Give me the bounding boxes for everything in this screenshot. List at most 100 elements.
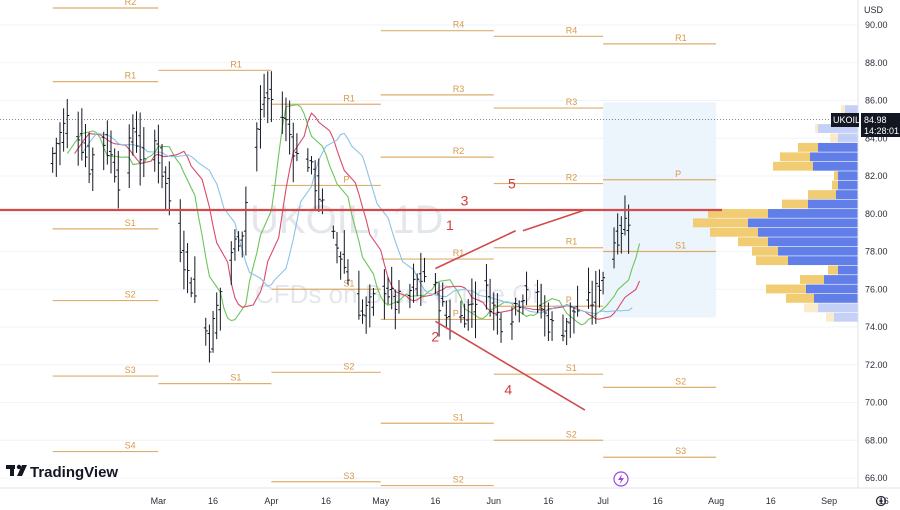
pivot-label: P xyxy=(675,169,681,179)
pivot-label: R2 xyxy=(125,0,137,7)
ohlc-bar xyxy=(495,293,500,335)
volume-profile-down xyxy=(813,161,858,171)
ohlc-bar xyxy=(138,112,143,186)
settings-button[interactable] xyxy=(875,495,887,507)
ohlc-bar xyxy=(316,158,321,213)
watermark: UKOIL, 1D CFDs on Brent Crude Oil xyxy=(250,198,544,309)
pivot-label: R1 xyxy=(675,33,687,43)
ohlc-bar xyxy=(101,131,106,171)
volume-profile-down xyxy=(808,199,858,209)
volume-profile-down xyxy=(806,284,858,294)
last-price-badge: UKOIL 84.98 14:28:01 xyxy=(831,113,900,137)
ohlc-bar xyxy=(433,272,438,294)
volume-profile-up xyxy=(786,293,814,303)
ohlc-bar xyxy=(105,120,110,165)
pivot-label: S2 xyxy=(566,429,577,439)
x-tick-label: 16 xyxy=(543,496,553,506)
drawings[interactable] xyxy=(0,119,858,411)
ohlc-bar xyxy=(160,143,165,189)
ohlc-bar xyxy=(561,314,565,342)
y-tick-label: 72.00 xyxy=(865,360,888,370)
ohlc-bar xyxy=(163,166,168,210)
wave-label-2: 2 xyxy=(431,328,439,344)
volume-profile-down xyxy=(838,265,858,275)
pivot-label: R1 xyxy=(343,93,355,103)
ohlc-bar xyxy=(116,150,121,209)
currency-label[interactable]: USD xyxy=(864,5,884,15)
ohlc-bar xyxy=(615,213,620,255)
volume-profile-up xyxy=(798,142,818,152)
y-tick-label: 80.00 xyxy=(865,209,888,219)
time-axis[interactable]: Mar16Apr16May16Jun16Jul16Aug16Sep16Oct xyxy=(0,487,900,506)
tradingview-logo[interactable]: TradingView xyxy=(6,464,118,481)
volume-profile-down xyxy=(778,246,858,256)
ohlc-bar xyxy=(622,195,627,236)
pivot-label: S1 xyxy=(675,241,686,251)
ohlc-bar xyxy=(192,256,197,304)
ohlc-bar xyxy=(283,97,288,142)
y-tick-label: 78.00 xyxy=(865,247,888,257)
ohlc-bar xyxy=(462,303,467,328)
ohlc-bar xyxy=(291,122,296,183)
wave-labels: 1 2 3 4 5 xyxy=(431,176,516,398)
ohlc-bar xyxy=(458,300,463,323)
volume-profile-up xyxy=(708,209,768,218)
currency-text: USD xyxy=(864,5,884,15)
ohlc-bar xyxy=(262,73,267,118)
volume-profile-up xyxy=(738,237,768,247)
ohlc-bar xyxy=(509,306,514,340)
ohlc-bar xyxy=(287,100,292,155)
gear-icon xyxy=(875,495,887,507)
pivot-label: S2 xyxy=(343,361,354,371)
pivot-label: S2 xyxy=(125,290,136,300)
volume-profile-down xyxy=(768,237,858,247)
y-tick-label: 76.00 xyxy=(865,284,888,294)
pivot-label: S2 xyxy=(675,376,686,386)
x-tick-label: Jul xyxy=(597,496,609,506)
ohlc-bar xyxy=(568,302,573,338)
ohlc-bar xyxy=(418,252,423,307)
ohlc-bar xyxy=(229,241,234,286)
pivot-label: P xyxy=(566,295,572,305)
pivot-label: R2 xyxy=(453,146,465,156)
ohlc-bar xyxy=(389,266,394,310)
volume-profile-up xyxy=(804,303,818,313)
y-tick-label: 88.00 xyxy=(865,58,888,68)
pivot-label: R2 xyxy=(566,173,578,183)
ohlc-bar xyxy=(87,132,92,184)
pivot-label: R4 xyxy=(566,25,578,35)
moving-average-line-1 xyxy=(66,103,641,326)
volume-profile-up xyxy=(826,312,834,322)
ohlc-bar xyxy=(593,270,598,324)
ohlc-bar xyxy=(612,227,617,269)
pivot-label: S3 xyxy=(675,446,686,456)
ohlc-bar xyxy=(127,124,132,189)
x-tick-label: Mar xyxy=(151,496,167,506)
events-button[interactable] xyxy=(613,471,629,487)
x-tick-label: 16 xyxy=(321,496,331,506)
ohlc-bar xyxy=(280,91,285,134)
ohlc-bar xyxy=(393,289,398,330)
ohlc-bar xyxy=(535,279,540,313)
ohlc-bar xyxy=(189,277,194,298)
y-tick-label: 66.00 xyxy=(865,473,888,483)
ohlc-bar xyxy=(61,108,66,152)
volume-profile-up xyxy=(832,180,838,190)
ohlc-bar xyxy=(156,124,161,184)
x-tick-label: Aug xyxy=(708,496,724,506)
ohlc-bar xyxy=(364,296,369,334)
trend-line xyxy=(435,230,516,270)
volume-profile-up xyxy=(773,161,813,171)
price-axis[interactable]: 66.00 68.00 70.00 72.00 74.00 76.00 78.00 80.00… xyxy=(857,0,888,488)
y-tick-label: 82.00 xyxy=(865,171,888,181)
y-tick-label: 90.00 xyxy=(865,20,888,30)
volume-profile-down xyxy=(810,152,858,162)
ohlc-bar xyxy=(396,280,401,314)
volume-profile-up xyxy=(815,124,818,133)
ohlc-bar xyxy=(236,231,241,252)
ohlc-bar xyxy=(83,123,88,168)
ohlc-bar xyxy=(356,270,361,320)
ohlc-bar xyxy=(185,243,190,294)
